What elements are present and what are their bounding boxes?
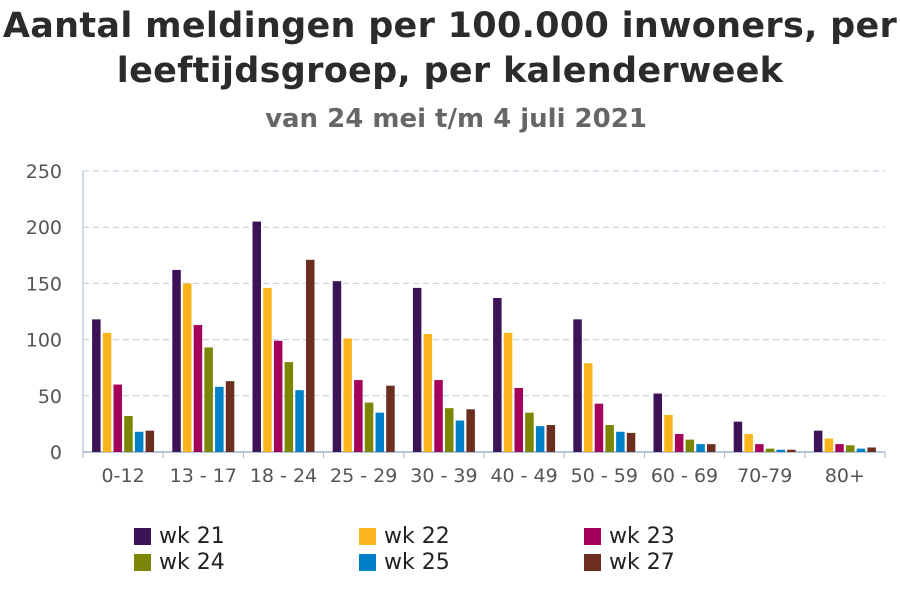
bar-wk-22-3 [343,338,352,452]
bar-wk-24-7 [685,439,695,452]
bar-wk-25-5 [535,426,545,452]
bar-wk-27-8 [787,449,796,452]
bar-wk-21-1 [172,269,181,452]
x-tick-label: 30 - 39 [410,465,477,487]
bar-wk-27-1 [225,381,235,452]
y-tick-label: 200 [26,217,62,239]
y-tick-label: 100 [26,330,62,352]
bar-wk-22-1 [183,283,192,452]
bar-wk-21-0 [92,319,101,452]
bar-wk-21-9 [813,430,823,452]
bar-wk-21-4 [412,287,422,452]
bar-wk-22-2 [263,287,272,452]
x-tick-label: 60 - 69 [651,465,718,487]
bar-wk-25-7 [696,444,705,452]
x-tick-label: 25 - 29 [330,465,397,487]
bar-wk-24-9 [846,445,855,452]
bar-wk-21-7 [653,393,662,452]
bar-wk-27-5 [546,425,556,452]
bar-wk-22-6 [584,363,593,452]
bar-wk-27-0 [145,430,155,452]
bar-wk-24-0 [124,416,133,452]
bar-wk-22-8 [744,434,753,452]
bar-wk-23-9 [835,444,844,452]
bar-wk-23-0 [113,384,122,452]
y-tick-label: 150 [26,273,62,295]
bar-wk-23-2 [273,340,283,452]
bar-wk-24-1 [204,347,213,452]
y-tick-label: 0 [50,442,62,464]
bar-wk-27-2 [306,259,315,452]
bar-wk-24-2 [284,362,294,452]
x-tick-label: 40 - 49 [490,465,557,487]
chart-subtitle: van 24 mei t/m 4 juli 2021 [265,104,647,134]
bar-wk-25-6 [616,431,625,452]
bar-wk-23-8 [755,444,764,452]
bar-wk-22-7 [664,414,673,452]
bar-wk-21-3 [332,281,342,452]
bar-wk-25-0 [134,431,144,452]
chart-title-line-2: leeftijdsgroep, per kalenderweek [116,51,784,91]
bar-wk-23-3 [354,380,363,452]
bar-wk-21-8 [733,421,743,452]
x-tick-label: 80+ [825,465,865,487]
bar-wk-21-5 [493,298,502,452]
y-tick-label: 250 [26,161,62,183]
bar-wk-25-8 [776,449,785,452]
chart-title-line-1: Aantal meldingen per 100.000 inwoners, p… [2,6,898,46]
bar-wk-27-7 [707,444,716,452]
y-tick-label: 50 [38,386,62,408]
bar-wk-22-5 [503,332,513,452]
bar-wk-23-6 [594,403,604,452]
bar-wk-22-4 [423,333,433,452]
bar-wk-23-1 [193,324,203,452]
bar-wk-27-4 [466,409,475,452]
bar-wk-27-3 [386,385,395,452]
bar-wk-22-9 [824,438,834,452]
x-tick-label: 18 - 24 [250,465,317,487]
bar-wk-27-6 [626,432,636,452]
chart-title: Aantal meldingen per 100.000 inwoners, p… [0,4,900,94]
bar-wk-24-8 [765,448,775,452]
bar-wk-27-9 [867,447,876,452]
x-tick-label: 13 - 17 [170,465,237,487]
bar-wk-24-5 [525,412,534,452]
x-tick-label: 0-12 [102,465,145,487]
bar-wk-23-7 [674,434,684,452]
bar-wk-23-5 [514,387,523,452]
bar-wk-25-4 [455,420,465,452]
x-tick-label: 70-79 [737,465,792,487]
bar-wk-24-4 [445,408,454,452]
x-tick-label: 50 - 59 [571,465,638,487]
bar-wk-25-2 [295,390,304,452]
bar-wk-24-6 [605,425,614,452]
bar-wk-25-3 [375,412,384,452]
bar-wk-21-2 [252,221,261,452]
bar-wk-25-1 [215,386,224,452]
bar-wk-25-9 [856,448,866,452]
bar-wk-23-4 [434,380,443,452]
bar-wk-24-3 [364,402,374,452]
bar-wk-22-0 [102,332,112,452]
bar-wk-21-6 [573,319,582,452]
